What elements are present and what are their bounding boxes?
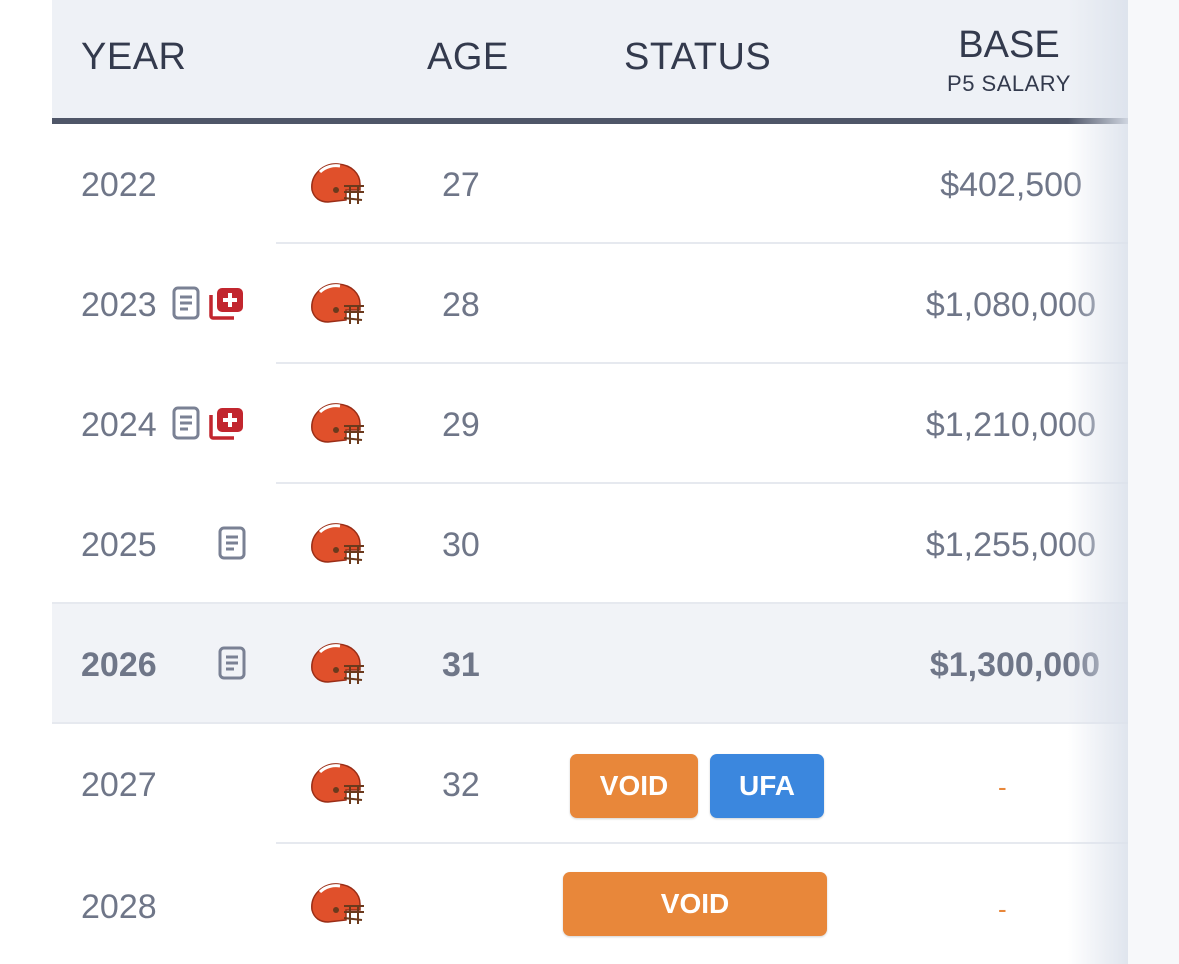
row-divider <box>276 842 1128 844</box>
row-divider <box>276 482 1128 484</box>
browns-helmet-icon <box>311 643 364 684</box>
table-row: 2022 27 $402,500 <box>52 124 1128 244</box>
salary-cell: - <box>998 894 1007 924</box>
row-divider <box>52 602 1128 604</box>
year-cell: 2022 <box>81 166 157 204</box>
browns-helmet-icon <box>311 763 364 804</box>
table-row-current: 2026 31 $1,300,000 <box>52 604 1128 724</box>
medical-cross-icon[interactable] <box>208 286 244 320</box>
void-badge[interactable]: VOID <box>563 872 827 936</box>
year-cell: 2026 <box>81 646 157 684</box>
table-row: 2027 32 VOID UFA - <box>52 724 1128 844</box>
age-cell: 28 <box>442 286 480 324</box>
row-divider <box>276 242 1128 244</box>
salary-cell: $1,210,000 <box>925 406 1096 444</box>
left-gutter <box>0 0 52 964</box>
year-cell: 2028 <box>81 888 157 926</box>
salary-cell: $1,300,000 <box>929 646 1100 684</box>
browns-helmet-icon <box>311 403 364 444</box>
ufa-badge[interactable]: UFA <box>710 754 824 818</box>
age-cell: 30 <box>442 526 480 564</box>
table-header: YEAR AGE STATUS BASE P5 SALARY <box>52 0 1128 118</box>
header-year[interactable]: YEAR <box>81 36 187 78</box>
document-icon[interactable] <box>218 526 246 560</box>
salary-cell: $402,500 <box>940 166 1082 204</box>
row-divider <box>276 362 1128 364</box>
salary-cell: - <box>998 772 1007 802</box>
age-cell: 27 <box>442 166 480 204</box>
table-row: 2023 28 $1,080,000 <box>52 244 1128 364</box>
browns-helmet-icon <box>311 283 364 324</box>
year-cell: 2024 <box>81 406 157 444</box>
salary-cell: $1,255,000 <box>925 526 1096 564</box>
salary-cell: $1,080,000 <box>925 286 1096 324</box>
year-cell: 2023 <box>81 286 157 324</box>
void-badge[interactable]: VOID <box>570 754 698 818</box>
age-cell: 31 <box>442 646 480 684</box>
document-icon[interactable] <box>218 646 246 680</box>
document-icon[interactable] <box>172 406 200 440</box>
header-base[interactable]: BASE <box>958 24 1060 66</box>
table-row: 2028 VOID - <box>52 844 1128 964</box>
table-row: 2024 29 $1,210,000 <box>52 364 1128 484</box>
header-age[interactable]: AGE <box>427 36 509 78</box>
year-cell: 2027 <box>81 766 157 804</box>
right-gutter <box>1128 0 1179 964</box>
browns-helmet-icon <box>311 883 364 924</box>
age-cell: 32 <box>442 766 480 804</box>
header-base-subtitle: P5 SALARY <box>947 71 1071 96</box>
header-status[interactable]: STATUS <box>624 36 772 78</box>
table-row: 2025 30 $1,255,000 <box>52 484 1128 604</box>
document-icon[interactable] <box>172 286 200 320</box>
browns-helmet-icon <box>311 523 364 564</box>
contract-table: YEAR AGE STATUS BASE P5 SALARY 2022 27 $… <box>52 0 1128 964</box>
age-cell: 29 <box>442 406 480 444</box>
browns-helmet-icon <box>311 163 364 204</box>
header-divider <box>52 118 1128 124</box>
year-cell: 2025 <box>81 526 157 564</box>
medical-cross-icon[interactable] <box>208 406 244 440</box>
row-divider <box>52 722 1128 724</box>
